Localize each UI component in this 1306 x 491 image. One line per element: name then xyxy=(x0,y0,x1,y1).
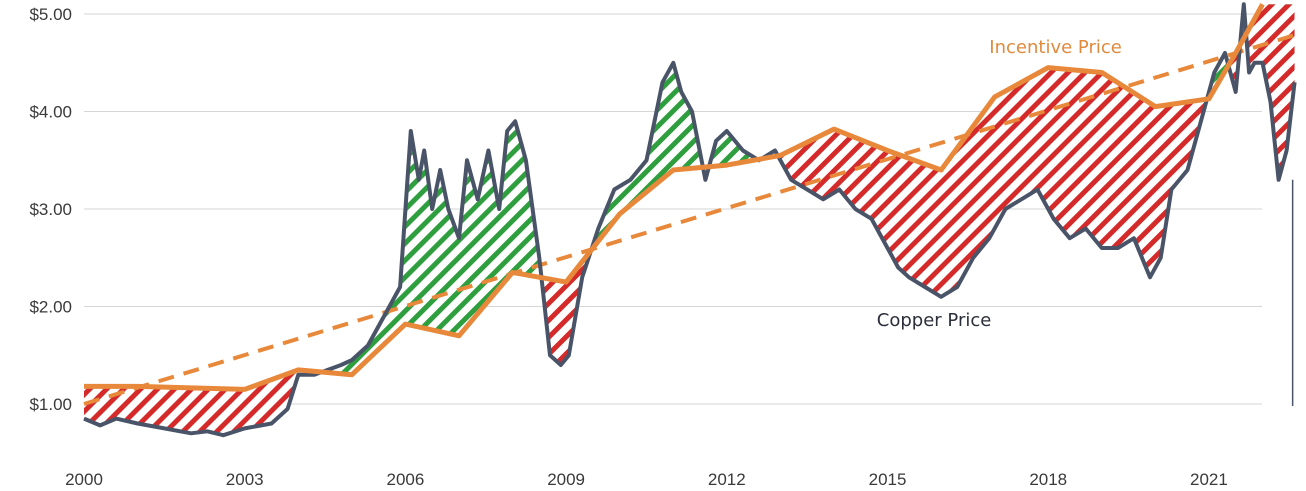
copper-price-label: Copper Price xyxy=(877,310,992,331)
x-tick-label: 2003 xyxy=(226,470,264,489)
gap-shading xyxy=(84,4,1295,436)
y-tick-label: $1.00 xyxy=(29,395,72,414)
copper-price-line xyxy=(83,2,1297,438)
incentive-price-line xyxy=(84,3,1265,392)
x-tick-label: 2021 xyxy=(1190,470,1228,489)
x-tick-label: 2018 xyxy=(1029,470,1067,489)
y-tick-label: $2.00 xyxy=(29,298,72,317)
incentive-price-label: Incentive Price xyxy=(989,37,1122,58)
x-tick-label: 2009 xyxy=(547,470,585,489)
x-axis-ticks: 2000 2003 2006 2009 2012 2015 2018 2021 xyxy=(65,470,1228,489)
x-tick-label: 2006 xyxy=(386,470,424,489)
x-tick-label: 2012 xyxy=(708,470,746,489)
incentive-trend-line xyxy=(83,31,1301,406)
y-tick-label: $5.00 xyxy=(29,5,72,24)
y-tick-label: $3.00 xyxy=(29,200,72,219)
y-axis-ticks: $1.00 $2.00 $3.00 $4.00 $5.00 xyxy=(29,5,72,414)
x-tick-label: 2000 xyxy=(65,470,103,489)
y-tick-label: $4.00 xyxy=(29,103,72,122)
x-tick-label: 2015 xyxy=(869,470,907,489)
